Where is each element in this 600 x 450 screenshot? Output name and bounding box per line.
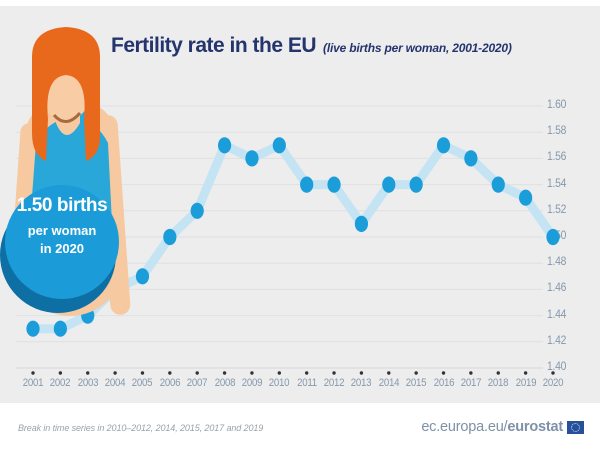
data-point-2018 (491, 176, 505, 193)
y-tick-label: 1.54 (547, 177, 567, 190)
site-prefix: ec.europa.eu/ (421, 419, 508, 435)
x-tick-dot (140, 371, 145, 375)
data-point-2010 (272, 137, 286, 154)
x-tick-dot (496, 371, 500, 375)
x-tick-label: 2005 (132, 377, 153, 389)
data-point-2005 (135, 268, 150, 285)
data-point-2014 (382, 176, 396, 193)
x-tick-dot (58, 371, 63, 375)
hair (32, 27, 100, 161)
x-tick-label: 2020 (542, 377, 564, 389)
x-tick-dot (523, 371, 528, 375)
x-tick-label: 2002 (50, 377, 71, 389)
y-tick-label: 1.58 (547, 125, 567, 138)
y-tick-label: 1.60 (547, 99, 567, 111)
data-point-2002 (53, 320, 67, 337)
x-tick-dot (222, 371, 227, 375)
x-tick-label: 2019 (515, 377, 536, 389)
data-point-2008 (217, 137, 232, 154)
x-tick-dot (387, 371, 391, 375)
badge-circle (5, 185, 119, 299)
y-tick-label: 1.40 (547, 361, 567, 373)
x-tick-label: 2004 (104, 377, 126, 389)
badge-value: 1.50 births (16, 195, 108, 216)
badge-unit: per woman (27, 223, 97, 238)
x-tick-dot (359, 371, 364, 375)
eu-flag-logo (567, 420, 584, 434)
data-point-2019 (519, 189, 533, 206)
footnote: Break in time series in 2010–2012, 2014,… (18, 423, 264, 433)
x-tick-label: 2012 (323, 377, 345, 389)
x-tick-label: 2003 (77, 377, 98, 389)
data-point-2013 (354, 215, 369, 232)
x-tick-dot (277, 371, 282, 375)
x-tick-dot (332, 371, 336, 375)
y-tick-label: 1.46 (547, 282, 567, 295)
x-tick-dot (195, 371, 199, 375)
x-tick-label: 2006 (159, 377, 181, 389)
x-tick-label: 2014 (378, 377, 400, 389)
x-tick-label: 2011 (296, 377, 317, 389)
data-point-2007 (190, 202, 204, 219)
x-tick-dot (441, 371, 446, 375)
data-point-2017 (464, 150, 478, 167)
data-point-2009 (245, 150, 259, 167)
x-tick-dot (250, 371, 254, 375)
chart-header: Fertility rate in the EU (live births per… (111, 34, 512, 58)
x-tick-dot (31, 371, 35, 375)
x-tick-label: 2015 (405, 377, 427, 389)
site-bold: eurostat (507, 419, 563, 435)
data-point-2012 (327, 176, 341, 193)
x-tick-label: 2008 (214, 377, 235, 389)
data-point-2015 (409, 176, 423, 193)
x-tick-dot (469, 371, 473, 375)
x-tick-dot (113, 371, 117, 375)
highlight-badge: 1.50 births per woman in 2020 (2, 196, 122, 255)
y-tick-label: 1.42 (547, 334, 567, 347)
x-tick-label: 2017 (460, 377, 482, 389)
data-point-2001 (26, 320, 40, 337)
x-tick-label: 2009 (241, 377, 263, 389)
x-tick-label: 2007 (186, 377, 208, 389)
x-tick-label: 2016 (433, 377, 454, 389)
data-point-2006 (163, 228, 177, 246)
x-tick-dot (551, 371, 555, 375)
x-tick-label: 2001 (22, 377, 44, 389)
eurostat-link[interactable]: ec.europa.eu/eurostat (421, 419, 584, 435)
x-tick-label: 2010 (269, 377, 290, 389)
x-tick-label: 2018 (488, 377, 509, 389)
data-point-2011 (300, 176, 314, 193)
x-tick-dot (414, 371, 418, 375)
pregnant-woman-illustration (0, 27, 131, 316)
x-tick-dot (168, 371, 172, 375)
y-tick-label: 1.56 (547, 151, 567, 164)
y-tick-label: 1.44 (547, 308, 567, 321)
badge-year: in 2020 (39, 241, 85, 256)
page-subtitle: (live births per woman, 2001-2020) (323, 41, 512, 55)
y-tick-label: 1.52 (547, 203, 567, 216)
x-tick-label: 2013 (351, 377, 372, 389)
x-tick-dot (304, 371, 309, 375)
x-tick-dot (86, 371, 90, 375)
data-point-2020 (546, 228, 560, 246)
data-point-2016 (436, 137, 451, 154)
y-tick-label: 1.48 (547, 256, 567, 269)
page-title: Fertility rate in the EU (111, 34, 317, 57)
